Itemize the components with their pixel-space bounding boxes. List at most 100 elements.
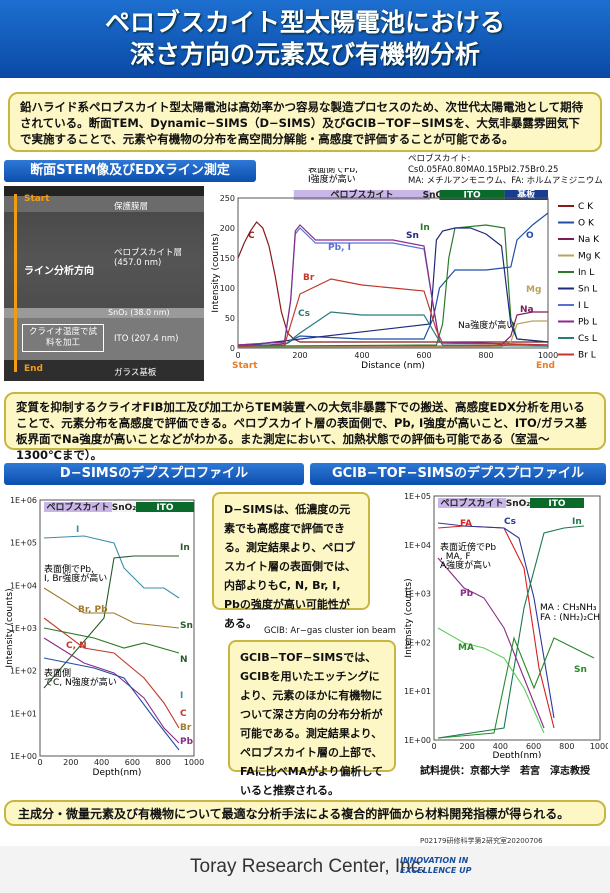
edx-band-label-1: SnO₂: [423, 191, 448, 201]
conclusion-box: 主成分・微量元素及び有機物について最適な分析手法による複合的評価から材料開発指標…: [4, 800, 606, 826]
gcib-label-In: In: [572, 517, 582, 527]
dsims-series-1: [43, 555, 179, 689]
gcib-ytick: 1E+00: [404, 736, 431, 745]
edx-band-label-0: ペロブスカイト: [330, 189, 393, 201]
gcib-label-FA: FA: [460, 519, 472, 529]
tagline-line-1: INNOVATION IN: [400, 856, 469, 865]
edx-legend-label: O K: [578, 219, 595, 229]
edx-label-Br: Br: [303, 273, 315, 283]
edx-ytick: 150: [220, 254, 235, 263]
dsims-ytick: 1E+05: [10, 539, 37, 548]
gcib-band: [438, 498, 506, 508]
gcib-ytick: 1E+02: [404, 638, 431, 647]
dsims-series-2: [43, 587, 180, 629]
edx-band-label-2: ITO: [463, 191, 480, 201]
edx-series-O-K: [238, 212, 549, 346]
edx-label-Na: Na: [520, 305, 534, 315]
gcib-xlabel: Depth(nm): [493, 751, 542, 758]
dsims-xtick: 200: [63, 758, 78, 767]
dsims-ytick: 1E+00: [10, 752, 37, 761]
edx-series-Br-L: [237, 278, 549, 347]
edx-series-In-L: [237, 224, 549, 347]
gcib-band-label: ITO: [548, 499, 565, 509]
stem-note-box: 変質を抑制するクライオFIB加工及び加工からTEM装置への大気非暴露下での搬送、…: [4, 392, 606, 462]
gcib-series-0: [437, 525, 555, 729]
stem-start: Start: [24, 194, 50, 204]
stem-image: Start End 保護膜層 ペロブスカイト層 (457.0 nm) ライン分析…: [4, 186, 204, 381]
edx-note-surface-2: I強度が高い: [308, 173, 356, 185]
layer-perov: ペロブスカイト層: [114, 248, 183, 258]
dsims-label-In: In: [180, 543, 190, 553]
gcib-band-label: SnO₂: [506, 499, 531, 509]
gcib-note-1a: 表面近傍でPb: [440, 541, 496, 553]
gcib-beam-note: GCIB: Ar−gas cluster ion beam: [264, 626, 396, 636]
footer-code: P02179研修科学第2研究室20200706: [420, 837, 543, 845]
edx-legend-label: Br L: [578, 351, 596, 361]
dsims-xlabel: Depth(nm): [93, 768, 142, 778]
cryo-note: クライオ温度で試料を加工: [22, 324, 104, 352]
dsims-ylabel: Intensity (counts): [5, 588, 15, 667]
edx-band-1: [430, 190, 440, 200]
gcib-series-2: [437, 525, 585, 739]
footer-company: Toray Research Center, Inc.: [190, 856, 426, 877]
footer: Toray Research Center, Inc. INNOVATION I…: [0, 846, 610, 893]
gcib-ylabel: Intensity (counts): [404, 578, 414, 657]
intro-text: 鉛ハライド系ペロブスカイト型太陽電池は高効率かつ容易な製造プロセスのため、次世代…: [20, 100, 584, 146]
edx-band-0: [293, 190, 431, 200]
dsims-label-Pb: Pb: [180, 737, 194, 747]
footer-tagline: INNOVATION IN EXCELLENCE UP: [400, 856, 472, 876]
stem-end: End: [24, 364, 43, 374]
gcib-xtick: 400: [493, 742, 508, 751]
gcib-band-label: ペロブスカイト: [440, 497, 503, 509]
gcib-series-5: [437, 636, 595, 739]
gcib-fa-def: FA : (NH₂)₂CH: [540, 613, 600, 623]
dsims-xtick: 400: [94, 758, 109, 767]
dsims-note-1a: 表面側でPb,: [44, 563, 94, 575]
dsims-chart: 1E+06 1E+05 1E+04 1E+03 1E+02 1E+01 1E+000 200 4…: [5, 496, 204, 778]
dsims-label-Sn: Sn: [180, 621, 193, 631]
stem-note-text: 変質を抑制するクライオFIB加工及び加工からTEM装置への大気非暴露下での搬送、…: [16, 400, 587, 462]
gcib-xtick: 600: [526, 742, 541, 751]
gcib-label-Cs: Cs: [504, 517, 516, 527]
gcib-series-1: [437, 522, 555, 719]
edx-legend-label: I L: [578, 301, 589, 311]
formula-note: MA: メチルアンモニウム、FA: ホルムアミジニウム: [408, 176, 603, 186]
gcib-ma-def: MA : CH₃NH₃: [540, 603, 597, 613]
gcib-band: [530, 498, 584, 508]
edx-band-3: [504, 190, 548, 200]
edx-label-In: In: [420, 223, 430, 233]
edx-xtick: 800: [478, 351, 493, 360]
dsims-callout: D−SIMSは、低濃度の元素でも高感度で評価できる。測定結果より、ペロブスカイト…: [212, 492, 370, 630]
dsims-band-label: ペロブスカイト: [46, 501, 109, 513]
dsims-band: [136, 502, 194, 512]
edx-legend-label: Pb L: [578, 318, 597, 328]
dsims-xtick: 1000: [184, 758, 204, 767]
gcib-ytick: 1E+03: [404, 590, 431, 599]
dsims-label-N: N: [180, 655, 188, 665]
dsims-label-CN: C, N: [66, 641, 87, 651]
dsims-label-BrPb: Br, Pb: [78, 605, 108, 615]
edx-legend-label: Mg K: [578, 252, 601, 262]
dsims-band-label: SnO₂: [112, 503, 137, 513]
edx-legend-label: Na K: [578, 235, 600, 245]
edx-legend-label: C K: [578, 202, 594, 212]
dsims-heading: D−SIMSのデプスプロファイル: [4, 463, 304, 485]
edx-chart: ペロブスカイト SnO₂ ITO 基板 0 50 100 150 200 250 0 200 400 60…: [211, 168, 601, 371]
layer-glass: ガラス基板: [114, 368, 157, 378]
gcib-callout-text: GCIB−TOF−SIMSでは、GCIBを用いたエッチングにより、元素のほかに有…: [240, 651, 384, 797]
edx-start: Start: [232, 361, 258, 371]
edx-xtick: 400: [354, 351, 369, 360]
edx-xtick: 0: [235, 351, 240, 360]
gcib-label-Pb: Pb: [460, 589, 474, 599]
edx-note-na: Na強度が高い: [458, 319, 515, 331]
dsims-series-0: [43, 535, 180, 599]
title-banner: ペロブスカイト型太陽電池における 深さ方向の元素及び有機物分析: [0, 0, 610, 78]
edx-series-Pb-L: [237, 224, 549, 346]
gcib-xtick: 0: [431, 742, 436, 751]
dsims-xtick: 600: [125, 758, 140, 767]
edx-label-Cs: Cs: [298, 309, 310, 319]
dsims-band: [44, 502, 112, 512]
gcib-ytick: 1E+01: [404, 687, 431, 696]
dsims-ytick: 1E+03: [10, 624, 37, 633]
dsims-note-1b: I, Br強度が高い: [44, 572, 107, 584]
